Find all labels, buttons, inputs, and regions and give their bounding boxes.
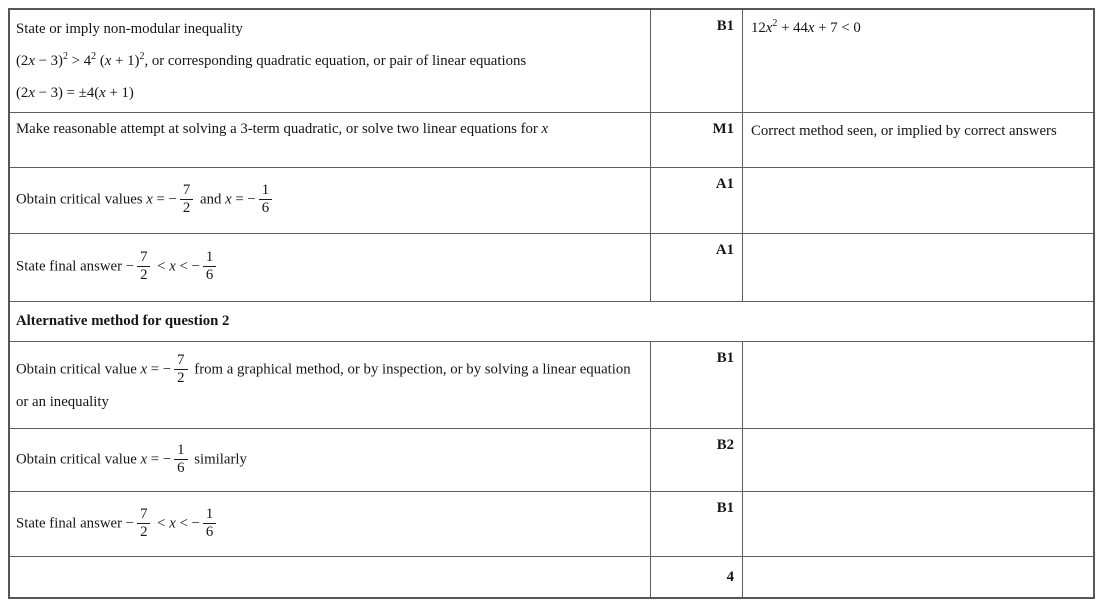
mark-cell: B1 bbox=[650, 10, 742, 112]
total-marks: 4 bbox=[650, 557, 742, 597]
table-row: State or imply non-modular inequality (2x… bbox=[10, 10, 1093, 112]
mark-scheme-table: State or imply non-modular inequality (2x… bbox=[8, 8, 1095, 599]
section-row: Alternative method for question 2 bbox=[10, 301, 1093, 341]
guidance-cell: Correct method seen, or implied by corre… bbox=[742, 113, 1093, 167]
mark-cell: A1 bbox=[650, 168, 742, 233]
answer-cell: Obtain critical value x = −1 6 similarly bbox=[10, 429, 650, 491]
total-row: 4 bbox=[10, 556, 1093, 597]
answer-cell: Make reasonable attempt at solving a 3-t… bbox=[16, 121, 549, 137]
table-row: Obtain critical values x = −7 2 and x = −… bbox=[10, 167, 1093, 233]
mark-cell: B1 bbox=[650, 342, 742, 428]
table-row: Obtain critical value x = −1 6 similarly … bbox=[10, 428, 1093, 491]
mark-cell: A1 bbox=[650, 234, 742, 301]
mark-cell: B2 bbox=[650, 429, 742, 491]
answer-text: State final answer −7 2 < x < −1 6 bbox=[16, 249, 642, 284]
table-row: State final answer −7 2 < x < −1 6 A1 bbox=[10, 233, 1093, 301]
answer-text: Obtain critical values x = −7 2 and x = −… bbox=[16, 182, 642, 217]
answer-cell: Obtain critical value x = −7 2 from a gra… bbox=[10, 342, 650, 428]
table-row: Obtain critical value x = −7 2 from a gra… bbox=[10, 341, 1093, 428]
guidance-cell bbox=[742, 557, 1093, 597]
guidance-cell bbox=[742, 492, 1093, 556]
guidance-cell: 12x2 + 44x + 7 < 0 bbox=[742, 10, 1093, 112]
mark-cell: M1 bbox=[650, 113, 742, 167]
mark-cell: B1 bbox=[650, 492, 742, 556]
answer-cell: Obtain critical values x = −7 2 and x = −… bbox=[10, 168, 650, 233]
answer-cell: State final answer −7 2 < x < −1 6 bbox=[10, 492, 650, 556]
guidance-cell bbox=[742, 234, 1093, 301]
answer-cell: State final answer −7 2 < x < −1 6 bbox=[10, 234, 650, 301]
table-row: State final answer −7 2 < x < −1 6 B1 bbox=[10, 491, 1093, 556]
answer-cell-empty bbox=[10, 557, 650, 597]
guidance-cell bbox=[742, 168, 1093, 233]
table-row: Make reasonable attempt at solving a 3-t… bbox=[10, 112, 1093, 167]
answer-text: State final answer −7 2 < x < −1 6 bbox=[16, 506, 642, 541]
answer-text: Obtain critical value x = −1 6 similarly bbox=[16, 441, 247, 476]
answer-cell: State or imply non-modular inequality (2x… bbox=[16, 21, 527, 101]
section-header: Alternative method for question 2 bbox=[16, 313, 230, 329]
answer-text: Obtain critical value x = −7 2 from a gra… bbox=[16, 351, 631, 411]
guidance-cell bbox=[742, 429, 1093, 491]
guidance-cell bbox=[742, 342, 1093, 428]
